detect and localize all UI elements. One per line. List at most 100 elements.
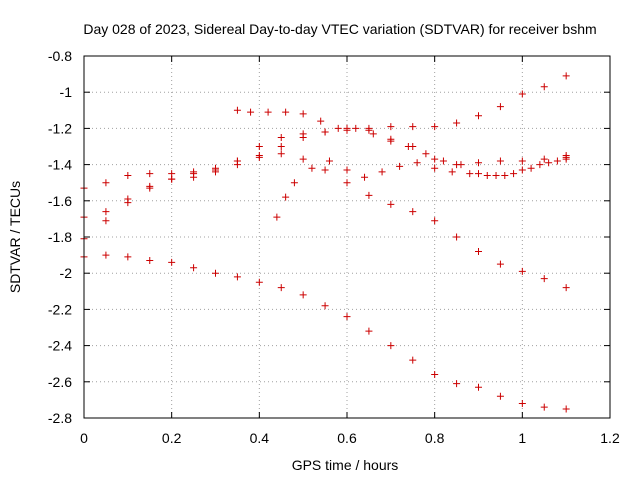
data-point bbox=[527, 164, 535, 172]
y-tick-label: -1 bbox=[60, 84, 73, 100]
data-point bbox=[124, 253, 132, 261]
data-point bbox=[146, 182, 154, 190]
data-point bbox=[553, 157, 561, 165]
data-point bbox=[343, 179, 351, 187]
data-point bbox=[562, 284, 570, 292]
data-point bbox=[540, 403, 548, 411]
data-point bbox=[409, 123, 417, 131]
data-point bbox=[409, 356, 417, 364]
data-point bbox=[334, 124, 342, 132]
data-point bbox=[282, 108, 290, 116]
data-point bbox=[168, 175, 176, 183]
data-point bbox=[124, 199, 132, 207]
x-tick-label: 0 bbox=[80, 430, 88, 446]
data-point bbox=[255, 153, 263, 161]
y-tick-label: -1.8 bbox=[48, 229, 72, 245]
x-tick-label: 0.6 bbox=[337, 430, 357, 446]
data-point bbox=[540, 155, 548, 163]
y-tick-label: -2.4 bbox=[48, 338, 72, 354]
data-point bbox=[496, 157, 504, 165]
data-point bbox=[518, 157, 526, 165]
data-point bbox=[536, 161, 544, 169]
data-point bbox=[422, 150, 430, 158]
x-axis-label: GPS time / hours bbox=[292, 457, 399, 473]
data-point bbox=[518, 166, 526, 174]
data-point bbox=[562, 153, 570, 161]
data-point bbox=[365, 191, 373, 199]
data-point bbox=[343, 166, 351, 174]
data-point bbox=[365, 124, 373, 132]
data-point bbox=[540, 83, 548, 91]
data-point bbox=[343, 126, 351, 134]
y-tick-label: -2.6 bbox=[48, 374, 72, 390]
data-point bbox=[321, 302, 329, 310]
data-point bbox=[255, 278, 263, 286]
data-point bbox=[321, 128, 329, 136]
data-point bbox=[233, 157, 241, 165]
data-point bbox=[277, 143, 285, 150]
data-point bbox=[378, 168, 386, 176]
data-point bbox=[321, 166, 329, 174]
data-point bbox=[277, 150, 285, 158]
data-point bbox=[540, 275, 548, 283]
x-tick-label: 0.2 bbox=[162, 430, 182, 446]
data-point bbox=[190, 264, 198, 272]
data-point bbox=[453, 380, 461, 388]
data-point bbox=[413, 159, 421, 167]
y-tick-label: -1.2 bbox=[48, 120, 72, 136]
data-point bbox=[102, 217, 110, 225]
data-point bbox=[168, 258, 176, 266]
data-point bbox=[431, 371, 439, 379]
data-point bbox=[343, 313, 351, 321]
data-point bbox=[387, 137, 395, 145]
data-point bbox=[475, 383, 482, 391]
data-point bbox=[277, 133, 285, 141]
series-track-6 bbox=[273, 153, 570, 221]
x-tick-label: 0.8 bbox=[425, 430, 445, 446]
data-point bbox=[431, 164, 439, 172]
data-point bbox=[264, 108, 272, 116]
data-point bbox=[282, 193, 290, 201]
data-point bbox=[369, 130, 377, 138]
grid bbox=[84, 56, 610, 418]
data-point bbox=[102, 208, 110, 216]
data-point bbox=[457, 161, 465, 169]
data-point bbox=[352, 124, 360, 132]
data-point bbox=[448, 168, 456, 176]
y-tick-label: -2.8 bbox=[48, 410, 72, 426]
data-point bbox=[247, 108, 255, 116]
data-point bbox=[190, 173, 198, 181]
data-point bbox=[431, 123, 439, 131]
data-point bbox=[475, 159, 482, 167]
data-point bbox=[255, 143, 263, 150]
data-point bbox=[453, 119, 461, 127]
series-track-5 bbox=[233, 106, 570, 179]
data-point bbox=[466, 170, 474, 178]
data-point bbox=[233, 106, 241, 114]
x-tick-label: 0.4 bbox=[250, 430, 270, 446]
data-point bbox=[233, 273, 241, 281]
data-point bbox=[299, 130, 307, 138]
x-tick-label: 1 bbox=[518, 430, 526, 446]
y-axis-label: SDTVAR / TECUs bbox=[7, 181, 23, 293]
data-point bbox=[325, 157, 333, 165]
x-tick-label: 1.2 bbox=[600, 430, 620, 446]
data-point bbox=[124, 171, 132, 179]
plot-frame bbox=[83, 55, 611, 419]
data-point bbox=[146, 170, 154, 178]
data-point bbox=[146, 257, 154, 265]
y-tick-label: -0.8 bbox=[48, 48, 72, 64]
data-point bbox=[387, 342, 395, 350]
data-point bbox=[308, 164, 316, 172]
data-point bbox=[562, 405, 570, 413]
data-point bbox=[492, 171, 500, 179]
data-point bbox=[431, 155, 439, 163]
data-point bbox=[277, 284, 285, 292]
data-point bbox=[299, 110, 307, 118]
data-point bbox=[518, 267, 526, 275]
data-point bbox=[562, 72, 570, 80]
data-point bbox=[273, 213, 281, 221]
data-point bbox=[365, 327, 373, 335]
data-point bbox=[518, 90, 526, 98]
